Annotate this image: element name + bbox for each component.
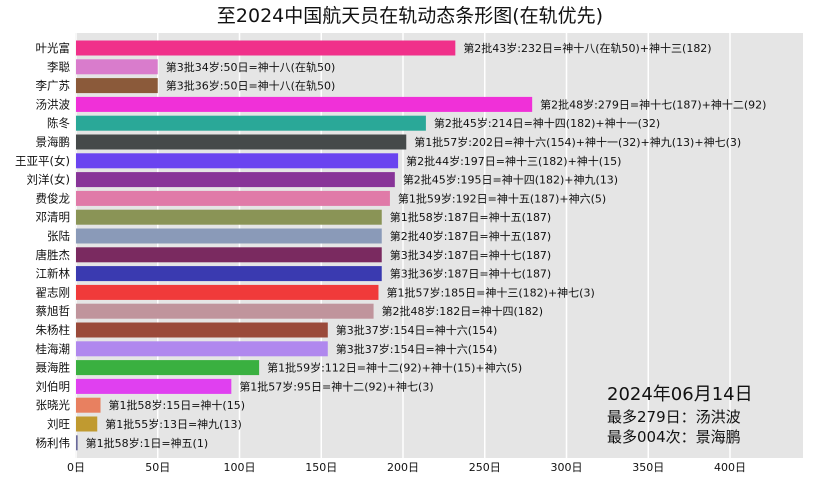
category-label: 汤洪波 [36,97,71,111]
bar [76,59,158,75]
bar [76,397,101,413]
x-tick-label: 100日 [224,461,256,474]
bar [76,322,328,338]
data-label: 第3批34岁:50日=神十八(在轨50) [166,60,336,74]
x-tick-label: 150日 [305,461,337,474]
category-label: 桂海潮 [36,342,71,356]
category-label: 邓清明 [36,210,71,224]
data-label: 第3批37岁:154日=神十六(154) [336,323,498,337]
x-tick-label: 250日 [469,461,501,474]
data-label: 第3批34岁:187日=神十七(187) [390,248,552,262]
category-label: 张晓光 [36,398,71,412]
bar [76,247,382,263]
bar [76,153,399,169]
bar [76,78,158,94]
category-label: 王亚平(女) [15,154,70,168]
x-tick-label: 350日 [632,461,664,474]
data-label: 第2批43岁:232日=神十八(在轨50)+神十三(182) [463,41,711,55]
bar [76,190,390,206]
category-label: 翟志刚 [36,285,71,299]
category-label: 李聪 [47,60,70,74]
bar [76,378,232,394]
category-label: 江新林 [36,267,71,281]
chart-title: 至2024中国航天员在轨动态条形图(在轨优先) [217,5,603,27]
data-label: 第2批48岁:279日=神十七(187)+神十二(92) [540,97,766,111]
x-tick-label: 50日 [145,461,170,474]
category-label: 刘洋(女) [27,173,70,187]
category-label: 景海鹏 [36,135,71,149]
category-label: 刘旺 [47,417,70,431]
x-tick-label: 0日 [67,461,85,474]
bar [76,341,328,357]
data-label: 第2批44岁:197日=神十三(182)+神十(15) [406,154,621,168]
bar [76,266,382,282]
data-label: 第2批45岁:214日=神十四(182)+神十一(32) [434,116,660,130]
data-label: 第1批58岁:187日=神十五(187) [390,210,552,224]
bar [76,172,395,188]
x-tick-label: 300日 [551,461,583,474]
data-label: 第2批45岁:195日=神十四(182)+神九(13) [403,173,618,187]
data-label: 第3批36岁:50日=神十八(在轨50) [166,79,336,93]
bar [76,115,426,131]
bar [76,96,533,112]
category-label: 叶光富 [36,41,71,55]
data-label: 第1批57岁:95日=神十二(92)+神七(3) [239,379,433,393]
data-label: 第1批57岁:202日=神十六(154)+神十一(32)+神九(13)+神七(3… [414,135,741,149]
category-label: 刘伯明 [36,379,71,393]
bar [76,416,98,432]
bar [76,209,382,225]
category-label: 陈冬 [47,116,70,130]
bar [76,284,379,300]
bar [76,134,407,150]
data-label: 第3批36岁:187日=神十七(187) [390,267,552,281]
annotation-max-days: 最多279日：汤洪波 [607,408,741,426]
data-label: 第1批59岁:112日=神十二(92)+神十(15)+神六(5) [267,361,522,375]
bar [76,360,260,376]
category-label: 张陆 [47,229,70,243]
category-label: 蔡旭哲 [36,304,71,318]
category-label: 费俊龙 [36,191,71,205]
data-label: 第1批59岁:192日=神十五(187)+神六(5) [398,191,606,205]
data-label: 第3批37岁:154日=神十六(154) [336,342,498,356]
bar [76,303,374,319]
bar [76,40,456,56]
data-label: 第2批48岁:182日=神十四(182) [382,304,544,318]
x-tick-label: 200日 [387,461,419,474]
data-label: 第1批55岁:13日=神九(13) [105,417,242,431]
data-label: 第1批58岁:1日=神五(1) [86,436,209,450]
data-label: 第2批40岁:187日=神十五(187) [390,229,552,243]
annotation-date: 2024年06月14日 [607,384,753,405]
annotation-max-times: 最多004次：景海鹏 [607,428,741,446]
category-label: 杨利伟 [36,436,71,450]
category-label: 李广苏 [36,79,71,93]
category-label: 朱杨柱 [36,323,71,337]
data-label: 第1批57岁:185日=神十三(182)+神七(3) [386,285,594,299]
bar [76,435,78,451]
category-label: 聂海胜 [36,361,71,375]
category-label: 唐胜杰 [36,248,71,262]
data-label: 第1批58岁:15日=神十(15) [109,398,246,412]
x-tick-label: 400日 [714,461,746,474]
bar [76,228,382,244]
